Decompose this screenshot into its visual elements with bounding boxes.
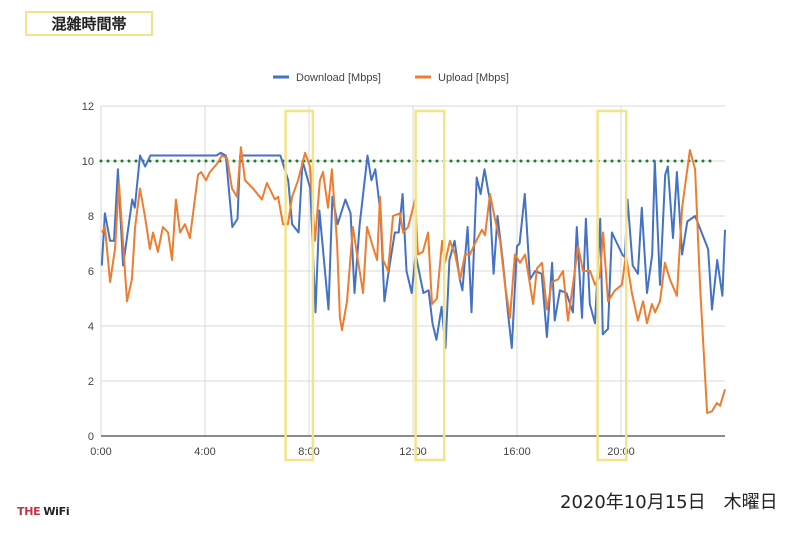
page-title: 混雑時間帯	[25, 11, 153, 36]
x-tick-label: 4:00	[194, 446, 215, 458]
peak-time-highlight-box	[414, 109, 446, 462]
date-label: 2020年10月15日 木曜日	[560, 492, 778, 513]
upload-series-line	[101, 146, 726, 414]
y-tick-label: 2	[88, 376, 94, 388]
y-tick-label: 4	[88, 321, 94, 333]
y-tick-label: 8	[88, 211, 94, 223]
x-tick-label: 8:00	[298, 446, 319, 458]
highlight-boxes	[284, 109, 628, 462]
x-tick-label: 16:00	[503, 446, 531, 458]
y-tick-label: 6	[88, 266, 94, 278]
x-tick-label: 12:00	[399, 446, 427, 458]
y-tick-label: 10	[82, 156, 94, 168]
legend-download-label: Download [Mbps]	[296, 72, 381, 84]
series-lines	[100, 146, 726, 414]
legend-upload-label: Upload [Mbps]	[438, 72, 509, 84]
peak-time-highlight-box	[284, 109, 315, 462]
peak-time-highlight-box	[596, 109, 628, 462]
y-tick-label: 0	[88, 431, 94, 443]
x-tick-label: 0:00	[90, 446, 111, 458]
brand-logo: THE WiFi	[17, 505, 70, 518]
x-tick-label: 20:00	[607, 446, 635, 458]
legend: Download [Mbps] Upload [Mbps]	[273, 72, 509, 84]
logo-the: THE	[17, 505, 41, 518]
logo-wifi: WiFi	[43, 505, 70, 518]
y-tick-label: 12	[82, 101, 94, 113]
axes: 0 2 4 6 8 10 12 0:00 4:00 8:00 12:00 16:00 20:00	[82, 101, 725, 458]
